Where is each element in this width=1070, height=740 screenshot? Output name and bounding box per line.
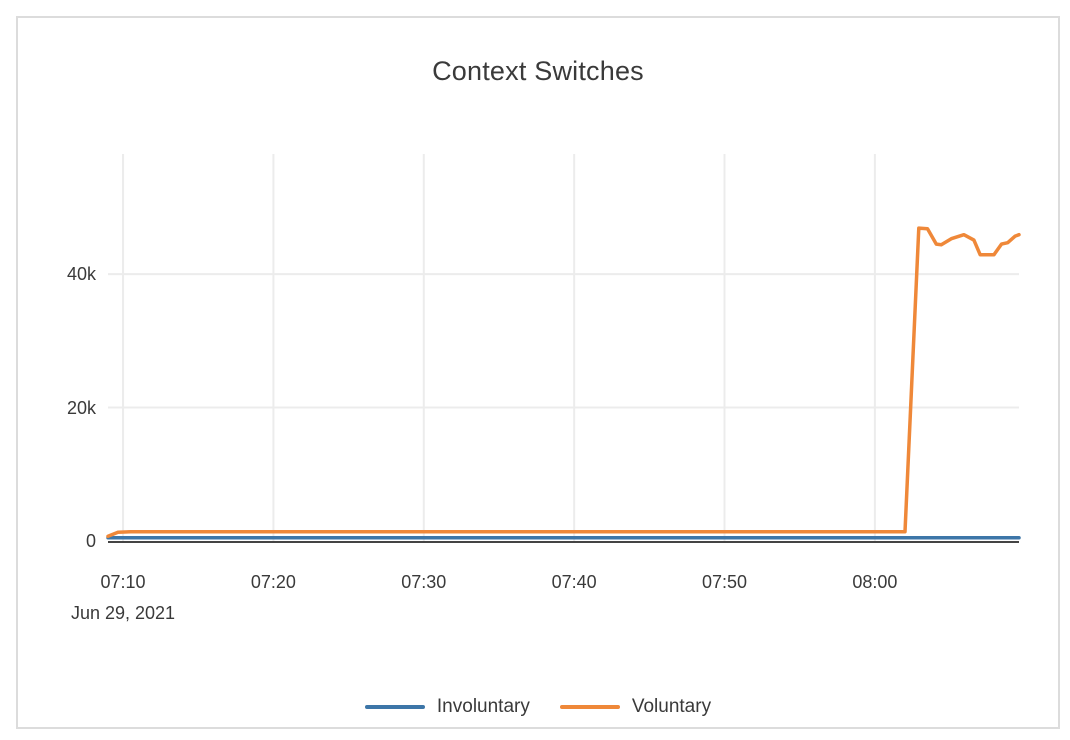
- series-line-voluntary[interactable]: [106, 226, 1021, 539]
- x-tick-label: 08:00: [852, 572, 898, 592]
- voluntary-line-swatch-icon: [559, 705, 620, 709]
- x-tick-label: 07:10: [100, 572, 146, 592]
- x-tick-label: 07:30: [401, 572, 447, 592]
- chart-title: Context Switches: [432, 56, 644, 86]
- legend-label: Involuntary: [436, 696, 530, 717]
- y-tick-label: 0: [85, 531, 96, 551]
- chart-canvas[interactable]: [106, 154, 1021, 541]
- x-axis-date-label: Jun 29, 2021: [70, 603, 176, 623]
- involuntary-line-swatch-icon: [364, 705, 425, 709]
- y-tick-label: 20k: [66, 397, 96, 418]
- chart-card: Context Switches 0 20k 40k 07:10 07:20 07:30…: [16, 16, 1060, 729]
- x-axis-labels: 07:10 07:20 07:30 07:40 07:50 08:00: [101, 570, 1019, 594]
- legend: Involuntary Voluntary: [18, 692, 1058, 722]
- y-tick-label: 40k: [66, 264, 96, 285]
- legend-label: Voluntary: [631, 696, 712, 717]
- legend-item-voluntary[interactable]: Voluntary: [559, 696, 712, 718]
- x-tick-label: 07:50: [701, 572, 748, 592]
- x-tick-label: 07:40: [551, 572, 597, 592]
- x-tick-label: 07:20: [250, 572, 296, 592]
- plot-area[interactable]: [106, 154, 1021, 543]
- y-axis-labels: 0 20k 40k: [18, 154, 96, 551]
- legend-item-involuntary[interactable]: Involuntary: [364, 696, 530, 718]
